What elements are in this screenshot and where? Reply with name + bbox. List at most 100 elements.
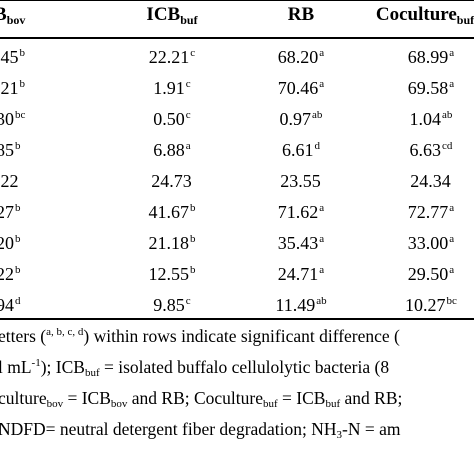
- table-cell: 22.21c: [149, 47, 195, 68]
- table-cell: 27b: [0, 202, 21, 223]
- cell-value: 68.20: [277, 47, 319, 67]
- cell-value: .22: [0, 171, 19, 191]
- footnote-line-1: etters (a, b, c, d) within rows indicate…: [0, 326, 400, 346]
- table-cell: 20b: [0, 233, 21, 254]
- significance-letter: d: [15, 295, 21, 307]
- significance-letter: b: [190, 264, 196, 276]
- cell-value: 69.58: [407, 78, 449, 98]
- significance-letter: c: [185, 109, 191, 121]
- table-cell: 68.99a: [408, 47, 454, 68]
- column-header-coculture-buf: Coculturebuf: [375, 4, 474, 27]
- footnote-line-3: culturebov = ICBbov and RB; Coculturebuf…: [0, 388, 403, 410]
- table-cell: 72.77a: [408, 202, 454, 223]
- significance-letter: b: [15, 233, 21, 245]
- cell-value: 33.00: [407, 233, 449, 253]
- significance-letter: ab: [312, 109, 323, 121]
- table-cell: 12.55b: [149, 264, 196, 285]
- significance-letter: b: [190, 233, 196, 245]
- table-cell: 10.27bc: [405, 295, 457, 316]
- table-bottom-rule: [0, 318, 474, 320]
- table-cell: 71.62a: [278, 202, 324, 223]
- table-cell: 29.50a: [408, 264, 454, 285]
- table-cell: 94d: [0, 295, 21, 316]
- significance-letter: d: [314, 140, 321, 152]
- table-cell: 70.46a: [278, 78, 324, 99]
- significance-letter: b: [190, 202, 196, 214]
- table-cell: 69.58a: [408, 78, 454, 99]
- cell-value: 0.50: [153, 109, 185, 129]
- cell-value: 6.61: [282, 140, 314, 160]
- table-cell: 1.91c: [153, 78, 190, 99]
- cell-value: 1.91: [153, 78, 185, 98]
- table-top-rule: [0, 0, 474, 1]
- table-cell: 33.00a: [408, 233, 454, 254]
- table-cell: 24.73: [151, 171, 193, 192]
- footnote-line-4: NDFD= neutral detergent fiber degradatio…: [0, 419, 401, 441]
- cell-value: 29.50: [407, 264, 449, 284]
- cell-value: 85: [0, 140, 14, 160]
- table-cell: 11.49ab: [275, 295, 326, 316]
- cell-value: 21.18: [148, 233, 190, 253]
- cell-value: 22.21: [148, 47, 190, 67]
- significance-letter: a: [319, 233, 325, 245]
- cell-value: 11.49: [275, 295, 316, 315]
- significance-letter: cd: [442, 140, 453, 152]
- header-rule: [0, 37, 474, 39]
- table-cell: 23.55: [280, 171, 322, 192]
- significance-letter: a: [449, 202, 455, 214]
- cell-value: 94: [0, 295, 14, 315]
- cell-value: 10.27: [405, 295, 446, 315]
- cell-value: 0.97: [279, 109, 312, 129]
- significance-letter: c: [185, 295, 191, 307]
- cell-value: 6.63: [409, 140, 442, 160]
- cell-value: .45: [0, 47, 19, 67]
- significance-letter: a: [185, 140, 191, 152]
- cell-value: 20: [0, 233, 14, 253]
- significance-letter: b: [19, 78, 26, 90]
- significance-letter: a: [449, 233, 455, 245]
- table-cell: .22: [0, 171, 20, 192]
- table-row: 27b 41.67b 71.62a 72.77a: [0, 198, 474, 229]
- table-row: .22 24.73 23.55 24.34: [0, 167, 474, 198]
- table-cell: 0.50c: [153, 109, 190, 130]
- cell-value: 70.46: [277, 78, 319, 98]
- significance-letter: a: [319, 264, 325, 276]
- significance-letter: c: [190, 47, 196, 59]
- table-row: 85b 6.88a 6.61d 6.63cd: [0, 136, 474, 167]
- table-cell: 6.88a: [153, 140, 190, 161]
- cell-value: 68.99: [407, 47, 449, 67]
- table-cell: 9.85c: [153, 295, 190, 316]
- cell-value: 1.04: [409, 109, 442, 129]
- significance-letter: bc: [446, 295, 457, 307]
- cell-value: 12.55: [148, 264, 190, 284]
- cell-value: 9.85: [153, 295, 185, 315]
- cell-value: 23.55: [280, 171, 321, 191]
- significance-letter: a: [449, 264, 455, 276]
- table-cell: 0.97ab: [280, 109, 323, 130]
- significance-letter: b: [19, 47, 26, 59]
- table-cell: 30bc: [0, 109, 25, 130]
- table-cell: 85b: [0, 140, 21, 161]
- significance-letter: ab: [442, 109, 453, 121]
- table-cell: 24.34: [410, 171, 452, 192]
- table-cell: 22b: [0, 264, 21, 285]
- significance-letter: c: [185, 78, 191, 90]
- cell-value: 24.73: [151, 171, 192, 191]
- cell-value: .21: [0, 78, 19, 98]
- significance-letter: bc: [15, 109, 26, 121]
- table-cell: 35.43a: [278, 233, 324, 254]
- significance-letter: a: [449, 78, 455, 90]
- significance-letter: b: [15, 140, 21, 152]
- table-cell: 68.20a: [278, 47, 324, 68]
- table-cell: 21.18b: [149, 233, 196, 254]
- significance-letter: a: [319, 47, 325, 59]
- cell-value: 6.88: [153, 140, 185, 160]
- cell-value: 24.71: [277, 264, 319, 284]
- cell-value: 35.43: [277, 233, 319, 253]
- footnote-line-2: l mL-1); ICBbuf = isolated buffalo cellu…: [0, 357, 390, 379]
- table-row: 94d 9.85c 11.49ab 10.27bc: [0, 291, 474, 322]
- significance-letter: a: [319, 78, 325, 90]
- cell-value: 30: [0, 109, 14, 129]
